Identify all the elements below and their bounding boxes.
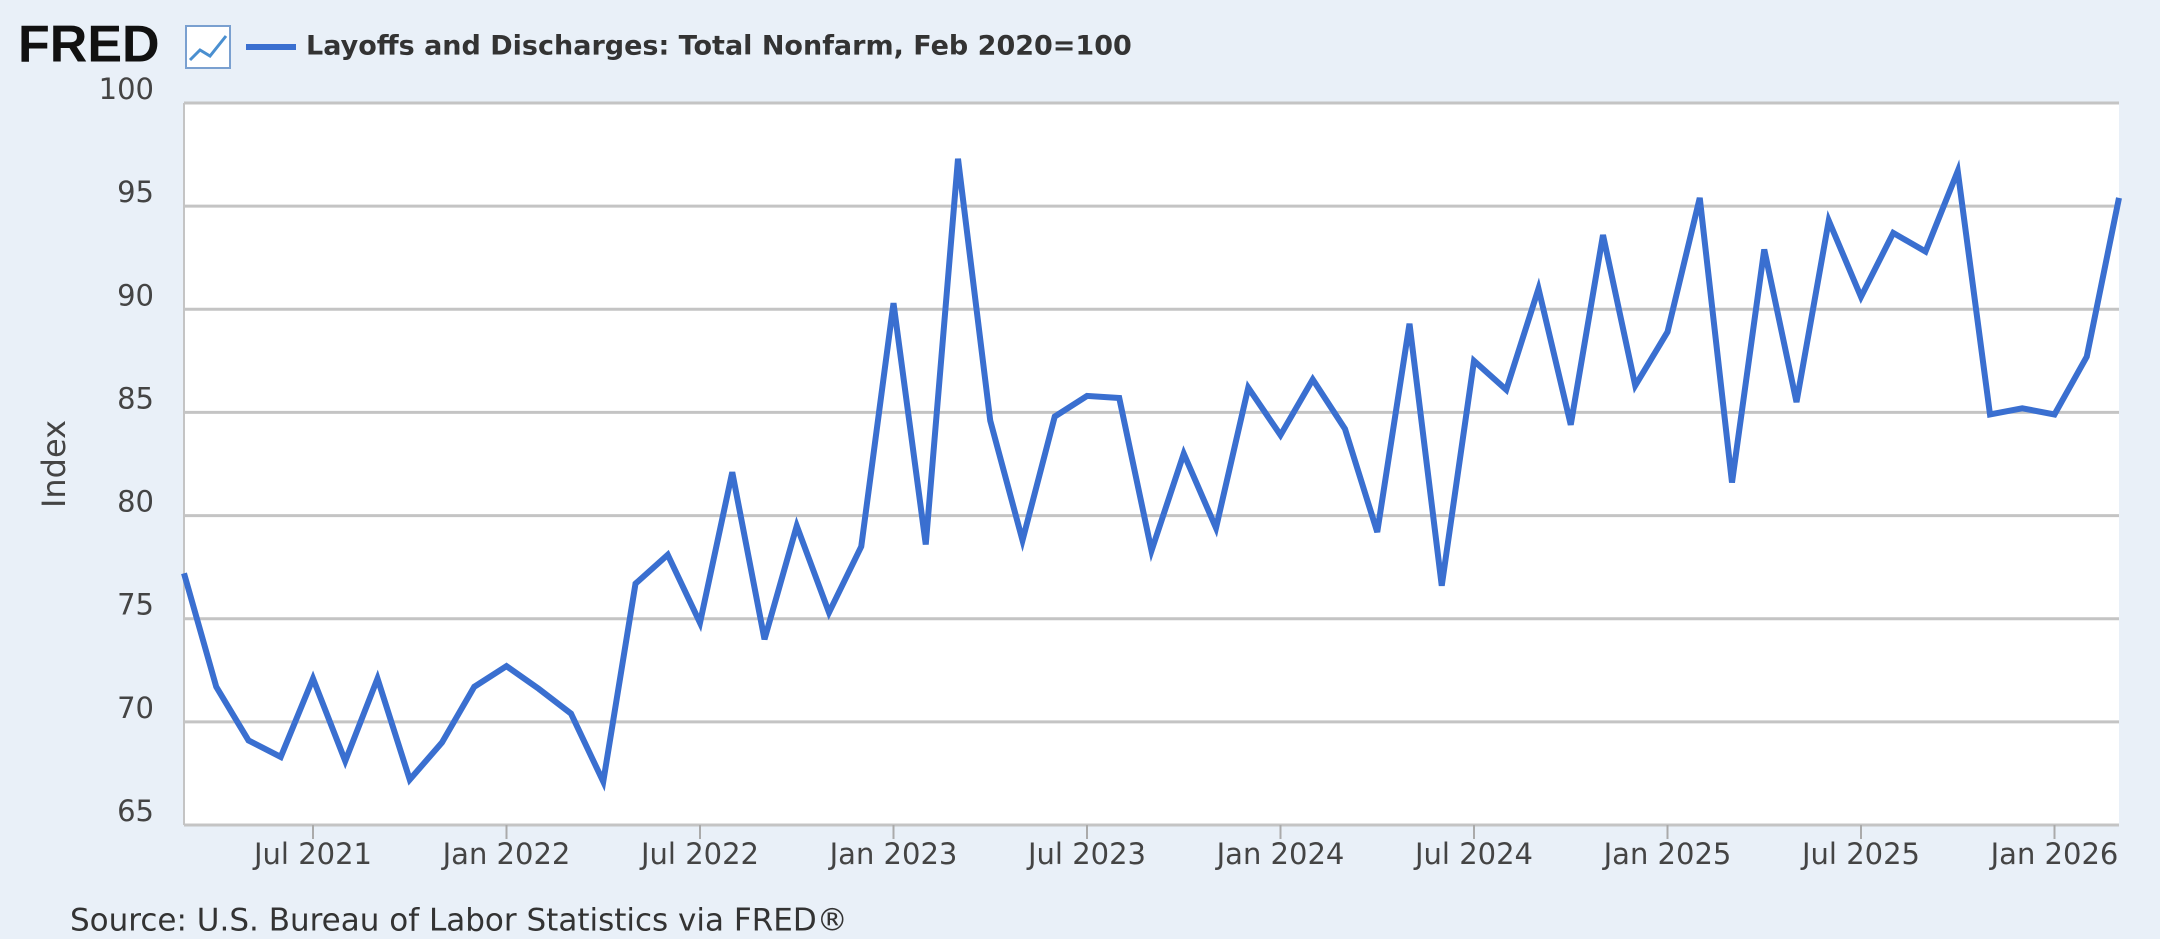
y-tick-label: 85 xyxy=(117,381,154,415)
series-line xyxy=(181,158,2122,792)
x-tick-label: Jul 2023 xyxy=(1026,837,1146,871)
y-tick-label: 75 xyxy=(117,588,154,622)
logo: FRED xyxy=(18,16,160,74)
x-tick-label: Jan 2022 xyxy=(441,837,571,871)
x-tick-label: Jul 2024 xyxy=(1413,837,1533,871)
y-axis-label: Index xyxy=(35,420,73,508)
plot-area xyxy=(184,103,2119,825)
y-tick-label: 90 xyxy=(117,278,154,312)
logo-icon xyxy=(185,25,231,69)
y-tick-label: 80 xyxy=(117,485,154,519)
x-tick-label: Jan 2025 xyxy=(1602,837,1732,871)
x-tick-label: Jan 2024 xyxy=(1215,837,1345,871)
y-tick-label: 65 xyxy=(117,794,154,828)
logo-icon-line xyxy=(188,35,228,62)
x-tick-label: Jul 2025 xyxy=(1800,837,1920,871)
x-tick-label: Jul 2022 xyxy=(639,837,759,871)
source: Source: U.S. Bureau of Labor Statistics … xyxy=(70,903,848,939)
legend-label: Layoffs and Discharges: Total Nonfarm, F… xyxy=(306,31,1132,62)
x-tick-label: Jan 2023 xyxy=(828,837,958,871)
y-tick-label: 70 xyxy=(117,691,154,725)
y-tick-label: 100 xyxy=(99,72,154,106)
y-tick-label: 95 xyxy=(117,175,154,209)
x-tick-label: Jan 2026 xyxy=(1989,837,2119,871)
x-tick-label: Jul 2021 xyxy=(252,837,372,871)
